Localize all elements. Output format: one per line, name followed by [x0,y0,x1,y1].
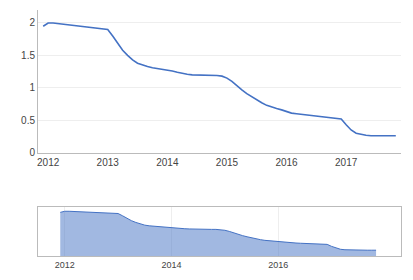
svg-text:1.5: 1.5 [21,50,35,61]
svg-text:2: 2 [29,17,35,28]
svg-text:0: 0 [29,147,35,158]
svg-text:2015: 2015 [216,157,239,168]
svg-text:2012: 2012 [37,157,60,168]
svg-text:2016: 2016 [275,157,298,168]
svg-text:2014: 2014 [156,157,179,168]
svg-text:1: 1 [29,82,35,93]
svg-text:2013: 2013 [97,157,120,168]
svg-text:2014: 2014 [161,260,181,270]
svg-text:2016: 2016 [268,260,288,270]
svg-text:2012: 2012 [55,260,75,270]
svg-text:2017: 2017 [335,157,358,168]
svg-text:0.5: 0.5 [21,115,35,126]
